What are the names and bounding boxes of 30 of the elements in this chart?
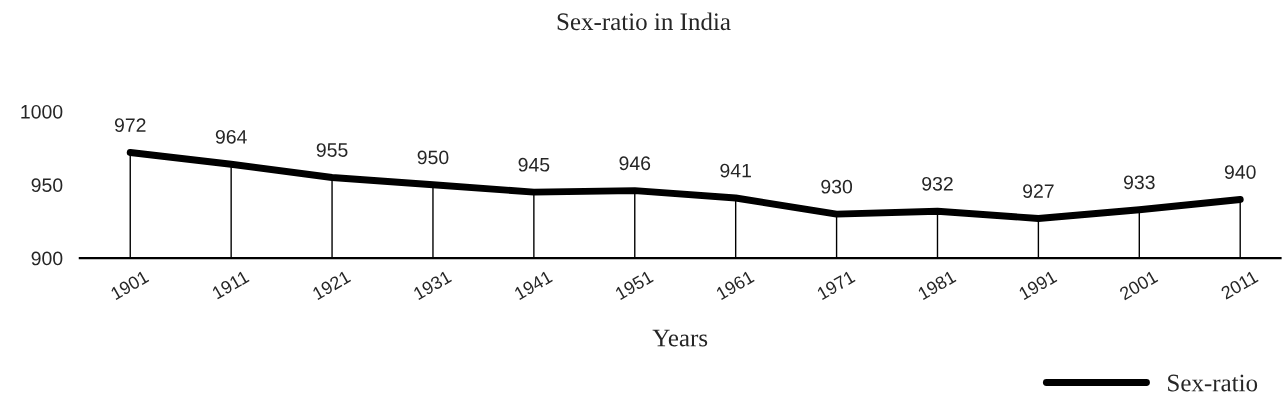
x-tick-label: 1991 (1018, 270, 1058, 301)
x-tick-label: 1921 (311, 270, 352, 301)
x-tick-label: 1971 (816, 270, 856, 301)
data-label: 940 (1224, 165, 1256, 179)
data-label: 950 (417, 150, 449, 165)
data-label: 930 (821, 179, 853, 194)
y-tick-label: 900 (31, 251, 63, 266)
data-label: 955 (316, 143, 348, 157)
data-label: 945 (518, 157, 550, 172)
data-label: 964 (215, 129, 247, 144)
data-label: 941 (720, 163, 751, 178)
x-tick-label: 2001 (1118, 270, 1159, 301)
chart-title: Sex-ratio in India (557, 12, 731, 31)
x-tick-label: 1951 (614, 270, 654, 301)
data-label: 946 (619, 156, 651, 171)
x-tick-label: 1911 (211, 270, 250, 300)
x-axis-title: Years (652, 329, 708, 347)
x-tick-label: 1981 (917, 270, 957, 301)
x-tick-label: 2011 (1220, 270, 1259, 300)
data-label: 972 (114, 118, 146, 133)
data-label: 932 (922, 176, 953, 191)
x-tick-label: 1941 (513, 270, 553, 301)
x-tick-label: 1931 (412, 270, 453, 301)
legend-label: Sex-ratio (1168, 374, 1258, 392)
y-tick-label: 950 (31, 178, 63, 193)
data-label: 927 (1023, 184, 1054, 198)
x-tick-label: 1901 (110, 270, 150, 301)
y-tick-label: 1000 (21, 104, 63, 119)
data-label: 933 (1123, 175, 1155, 190)
x-tick-label: 1961 (715, 270, 755, 301)
